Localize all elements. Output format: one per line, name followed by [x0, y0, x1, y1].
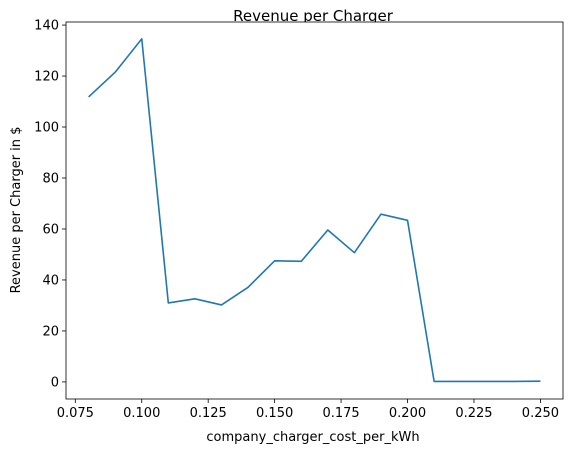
y-axis: 0 20 40 60 80 100 120 140	[34, 19, 66, 390]
x-axis-label: company_charger_cost_per_kWh	[206, 430, 419, 445]
x-tick-label: 0.250	[522, 406, 559, 421]
x-axis: 0.075 0.100 0.125 0.150 0.175 0.200 0.225 0.250	[57, 399, 559, 421]
x-tick-label: 0.100	[123, 406, 160, 421]
x-tick-label: 0.075	[57, 406, 94, 421]
x-tick-label: 0.150	[256, 406, 293, 421]
series-layer	[88, 38, 541, 383]
y-tick-label: 100	[34, 121, 59, 136]
y-axis-label: Revenue per Charger in $	[9, 127, 24, 294]
x-tick-label: 0.125	[190, 406, 227, 421]
y-tick-label: 80	[42, 172, 59, 187]
y-tick-label: 120	[34, 70, 59, 85]
y-tick-label: 60	[42, 222, 59, 237]
y-tick-label: 40	[42, 273, 59, 288]
plot-frame	[65, 21, 564, 400]
y-tick-label: 140	[34, 19, 59, 34]
y-tick-label: 0	[51, 375, 59, 390]
y-tick-label: 20	[42, 324, 59, 339]
x-tick-label: 0.200	[389, 406, 426, 421]
series-line	[88, 38, 541, 383]
x-tick-label: 0.225	[455, 406, 492, 421]
chart-title: Revenue per Charger	[233, 7, 394, 25]
x-tick-label: 0.175	[322, 406, 359, 421]
plot-area	[66, 22, 563, 399]
